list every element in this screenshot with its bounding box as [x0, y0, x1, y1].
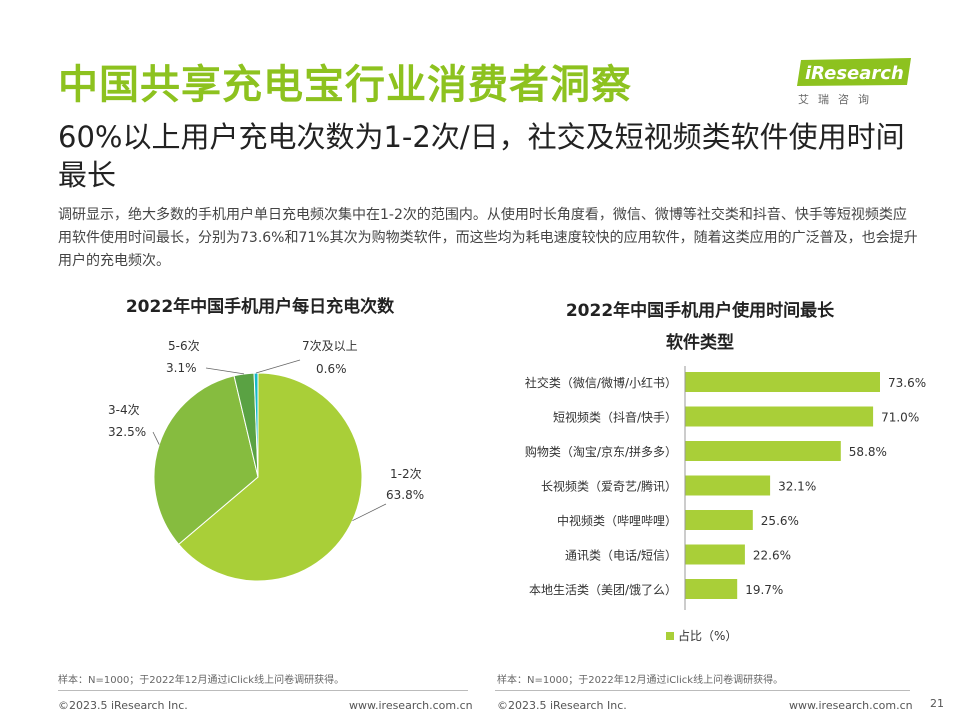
bar-chart-title-line2: 软件类型	[666, 333, 734, 353]
logo-text: iResearch	[805, 63, 904, 84]
page-number: 21	[930, 697, 944, 710]
pie-label-1-2: 1-2次	[390, 467, 422, 481]
pie-label-5-6: 5-6次	[168, 339, 200, 353]
pie-chart-title: 2022年中国手机用户每日充电次数	[125, 297, 395, 317]
bar-rect	[685, 372, 880, 392]
iresearch-logo: iResearch	[797, 58, 911, 86]
page-subtitle: 60%以上用户充电次数为1-2次/日，社交及短视频类软件使用时间最长	[58, 120, 905, 192]
pie-leader-line	[152, 431, 160, 445]
bar-rect	[685, 441, 841, 461]
footer-url-right: www.iresearch.com.cn	[789, 699, 913, 712]
legend-label: 占比（%）	[678, 628, 737, 643]
bar-value-label: 58.8%	[849, 445, 887, 459]
bar-category-label: 长视频类（爱奇艺/腾讯）	[541, 479, 677, 494]
logo-chinese-name: 艾瑞咨询	[798, 93, 878, 106]
pie-leader-line	[205, 367, 245, 375]
pie-leader-line	[352, 503, 387, 522]
bar-category-label: 购物类（淘宝/京东/拼多多）	[525, 444, 677, 459]
pie-chart: 1-2次 63.8% 3-4次 32.5% 5-6次 3.1% 7次及以上 0.…	[108, 339, 424, 582]
description-text: 调研显示，绝大多数的手机用户单日充电频次集中在1-2次的范围内。从使用时长角度看…	[58, 207, 918, 269]
page-title: 中国共享充电宝行业消费者洞察	[58, 62, 632, 108]
bar-rect	[685, 510, 753, 530]
legend-swatch	[666, 632, 674, 640]
bar-category-label: 通讯类（电话/短信）	[565, 549, 677, 563]
bar-value-label: 22.6%	[753, 549, 791, 563]
bar-chart: 社交类（微信/微博/小红书） 73.6% 短视频类（抖音/快手） 71.0% 购物类（淘…	[525, 366, 926, 643]
footer-copyright-left: ©2023.5 iResearch Inc.	[58, 699, 188, 712]
bar-value-label: 32.1%	[778, 480, 816, 494]
footer-divider-left	[58, 690, 468, 691]
pie-label-7plus: 7次及以上	[302, 339, 358, 353]
footer-divider-right	[495, 690, 910, 691]
sample-note-left: 样本：N=1000；于2022年12月通过iClick线上问卷调研获得。	[58, 675, 345, 686]
bar-value-label: 71.0%	[881, 411, 919, 425]
footer-url-left: www.iresearch.com.cn	[349, 699, 473, 712]
bar-rect	[685, 406, 874, 427]
sample-note-right: 样本：N=1000；于2022年12月通过iClick线上问卷调研获得。	[497, 675, 784, 686]
pie-label-3-4: 3-4次	[108, 403, 140, 417]
bar-category-label: 中视频类（哔哩哔哩）	[557, 513, 677, 528]
bar-rect	[685, 579, 738, 599]
bar-category-label: 社交类（微信/微博/小红书）	[525, 375, 677, 390]
footer-copyright-right: ©2023.5 iResearch Inc.	[497, 699, 627, 712]
bar-value-label: 73.6%	[888, 376, 926, 390]
bar-rect	[685, 475, 771, 496]
bar-category-label: 本地生活类（美团/饿了么）	[529, 583, 677, 597]
bar-rect	[685, 544, 745, 565]
pie-value-5-6: 3.1%	[166, 361, 197, 375]
bar-category-label: 短视频类（抖音/快手）	[553, 410, 677, 425]
bar-value-label: 19.7%	[745, 583, 783, 597]
pie-value-7plus: 0.6%	[316, 362, 347, 376]
bar-value-label: 25.6%	[761, 514, 799, 528]
pie-slice-1-2	[178, 372, 363, 582]
pie-value-3-4: 32.5%	[108, 425, 146, 439]
pie-value-1-2: 63.8%	[386, 488, 424, 502]
pie-slice-3-4	[153, 375, 259, 545]
pie-leader-line	[255, 359, 301, 374]
bar-chart-title-line1: 2022年中国手机用户使用时间最长	[565, 301, 835, 321]
